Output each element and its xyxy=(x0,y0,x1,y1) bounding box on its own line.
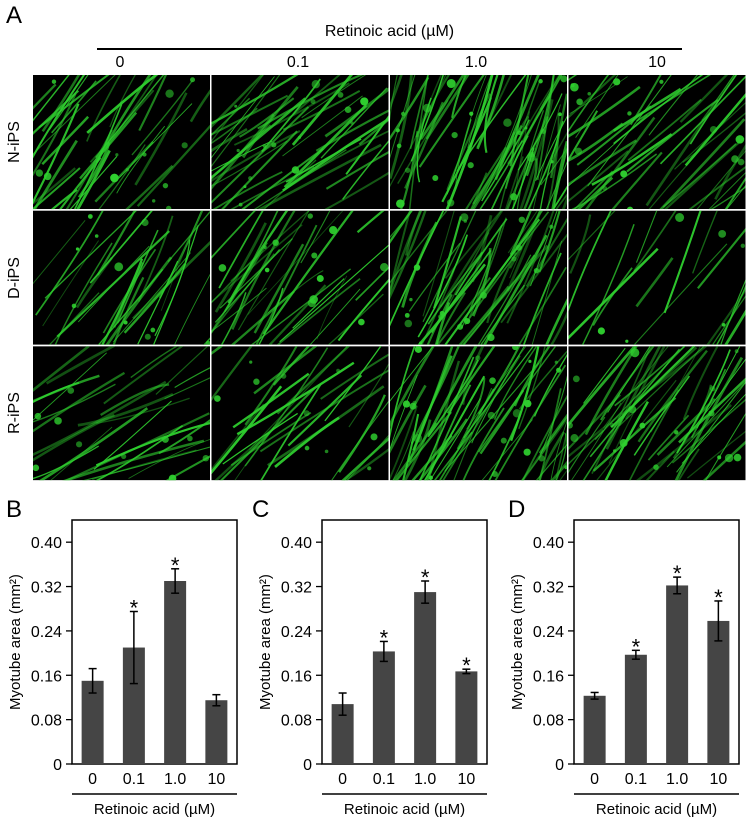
y-tick-label: 0.32 xyxy=(31,580,62,597)
y-tick-label: 0.24 xyxy=(533,624,564,641)
x-tick-label: 0.1 xyxy=(625,771,647,788)
significance-marker: * xyxy=(673,561,682,586)
y-tick-label: 0.16 xyxy=(533,668,564,685)
bar-0 xyxy=(331,704,354,764)
y-tick-label: 0.24 xyxy=(281,624,312,641)
bar-10 xyxy=(205,700,228,764)
micrograph-grid xyxy=(33,75,747,482)
bar-0 xyxy=(81,680,104,764)
bar-1.0 xyxy=(164,581,187,764)
y-tick-label: 0.32 xyxy=(281,580,312,597)
y-tick-label: 0 xyxy=(555,757,564,774)
x-tick-label: 1.0 xyxy=(414,771,436,788)
micrograph-0-1 xyxy=(211,75,389,210)
bar-10 xyxy=(455,671,478,764)
y-tick-label: 0.08 xyxy=(31,713,62,730)
x-tick-label: 10 xyxy=(709,771,727,788)
x-tick-label: 1.0 xyxy=(666,771,688,788)
bar-chart-b: 0 0.08 0.16 0.24 0.32 0.40 Myotube area (mm²) 0… xyxy=(7,519,238,818)
significance-marker: * xyxy=(632,634,641,659)
y-tick-label: 0.24 xyxy=(31,624,62,641)
y-tick-label: 0.40 xyxy=(31,535,62,552)
x-tick-label: 0 xyxy=(338,771,347,788)
row-label-0: N-iPS xyxy=(6,121,23,163)
x-axis-label: Retinoic acid (µM) xyxy=(596,801,717,818)
panel-letter-a: A xyxy=(6,2,23,29)
micrograph-0-3 xyxy=(568,75,746,210)
plot-frame xyxy=(321,519,488,765)
x-tick-label: 10 xyxy=(207,771,225,788)
significance-marker: * xyxy=(380,625,389,650)
bar-1.0 xyxy=(666,585,689,764)
bar-0 xyxy=(583,695,606,764)
significance-marker: * xyxy=(421,565,430,590)
plot-frame xyxy=(71,519,238,765)
x-axis-label: Retinoic acid (µM) xyxy=(94,801,215,818)
column-label-0: 0 xyxy=(115,54,125,71)
y-tick-label: 0 xyxy=(303,757,312,774)
significance-marker: * xyxy=(171,553,180,578)
y-tick-label: 0.08 xyxy=(533,713,564,730)
bar-10 xyxy=(707,620,730,764)
significance-marker: * xyxy=(714,585,723,610)
y-axis-label: Myotube area (mm²) xyxy=(7,574,24,710)
micrograph-2-2 xyxy=(390,346,567,481)
bar-chart-c: 0 0.08 0.16 0.24 0.32 0.40 Myotube area (mm²) 0… xyxy=(257,519,488,818)
panel-letter-d: D xyxy=(508,496,526,523)
row-label-1: D-iPS xyxy=(6,257,23,299)
micrograph-2-1 xyxy=(211,346,389,481)
x-tick-label: 10 xyxy=(457,771,475,788)
micrograph-2-0 xyxy=(33,346,210,481)
bar-1.0 xyxy=(414,592,437,764)
micrograph-1-0 xyxy=(33,210,210,345)
bar-chart-d: 0 0.08 0.16 0.24 0.32 0.40 Myotube area (mm²) 0… xyxy=(509,519,740,818)
bar-0.1 xyxy=(624,654,647,764)
y-tick-label: 0.08 xyxy=(281,713,312,730)
y-axis-label: Myotube area (mm²) xyxy=(509,574,526,710)
micrograph-0-0 xyxy=(33,75,210,210)
x-tick-label: 0.1 xyxy=(373,771,395,788)
micrograph-1-2 xyxy=(390,210,567,345)
micrograph-0-2 xyxy=(390,75,567,210)
bar-0.1 xyxy=(372,651,395,764)
row-label-2: R-iPS xyxy=(6,392,23,434)
x-tick-label: 0 xyxy=(590,771,599,788)
plot-frame xyxy=(573,519,740,765)
column-label-2: 1.0 xyxy=(464,54,488,71)
panel-letter-b: B xyxy=(6,496,23,523)
y-axis-label: Myotube area (mm²) xyxy=(257,574,274,710)
micrograph-1-3 xyxy=(568,210,746,345)
significance-marker: * xyxy=(462,653,471,678)
x-tick-label: 1.0 xyxy=(164,771,186,788)
micrograph-1-1 xyxy=(211,210,389,345)
y-tick-label: 0.16 xyxy=(281,668,312,685)
y-tick-label: 0.16 xyxy=(31,668,62,685)
column-label-3: 10 xyxy=(648,54,666,71)
micrograph-title: Retinoic acid (µM) xyxy=(324,23,455,40)
bar-0.1 xyxy=(122,647,145,764)
x-tick-label: 0.1 xyxy=(123,771,145,788)
y-tick-label: 0.40 xyxy=(533,535,564,552)
micrograph-2-3 xyxy=(568,346,746,481)
y-tick-label: 0.32 xyxy=(533,580,564,597)
significance-marker: * xyxy=(130,596,139,621)
x-axis-label: Retinoic acid (µM) xyxy=(344,801,465,818)
x-tick-label: 0 xyxy=(88,771,97,788)
panel-letter-c: C xyxy=(252,496,270,523)
y-tick-label: 0 xyxy=(53,757,62,774)
column-label-1: 0.1 xyxy=(286,54,310,71)
y-tick-label: 0.40 xyxy=(281,535,312,552)
micrograph-title-line xyxy=(97,48,682,50)
